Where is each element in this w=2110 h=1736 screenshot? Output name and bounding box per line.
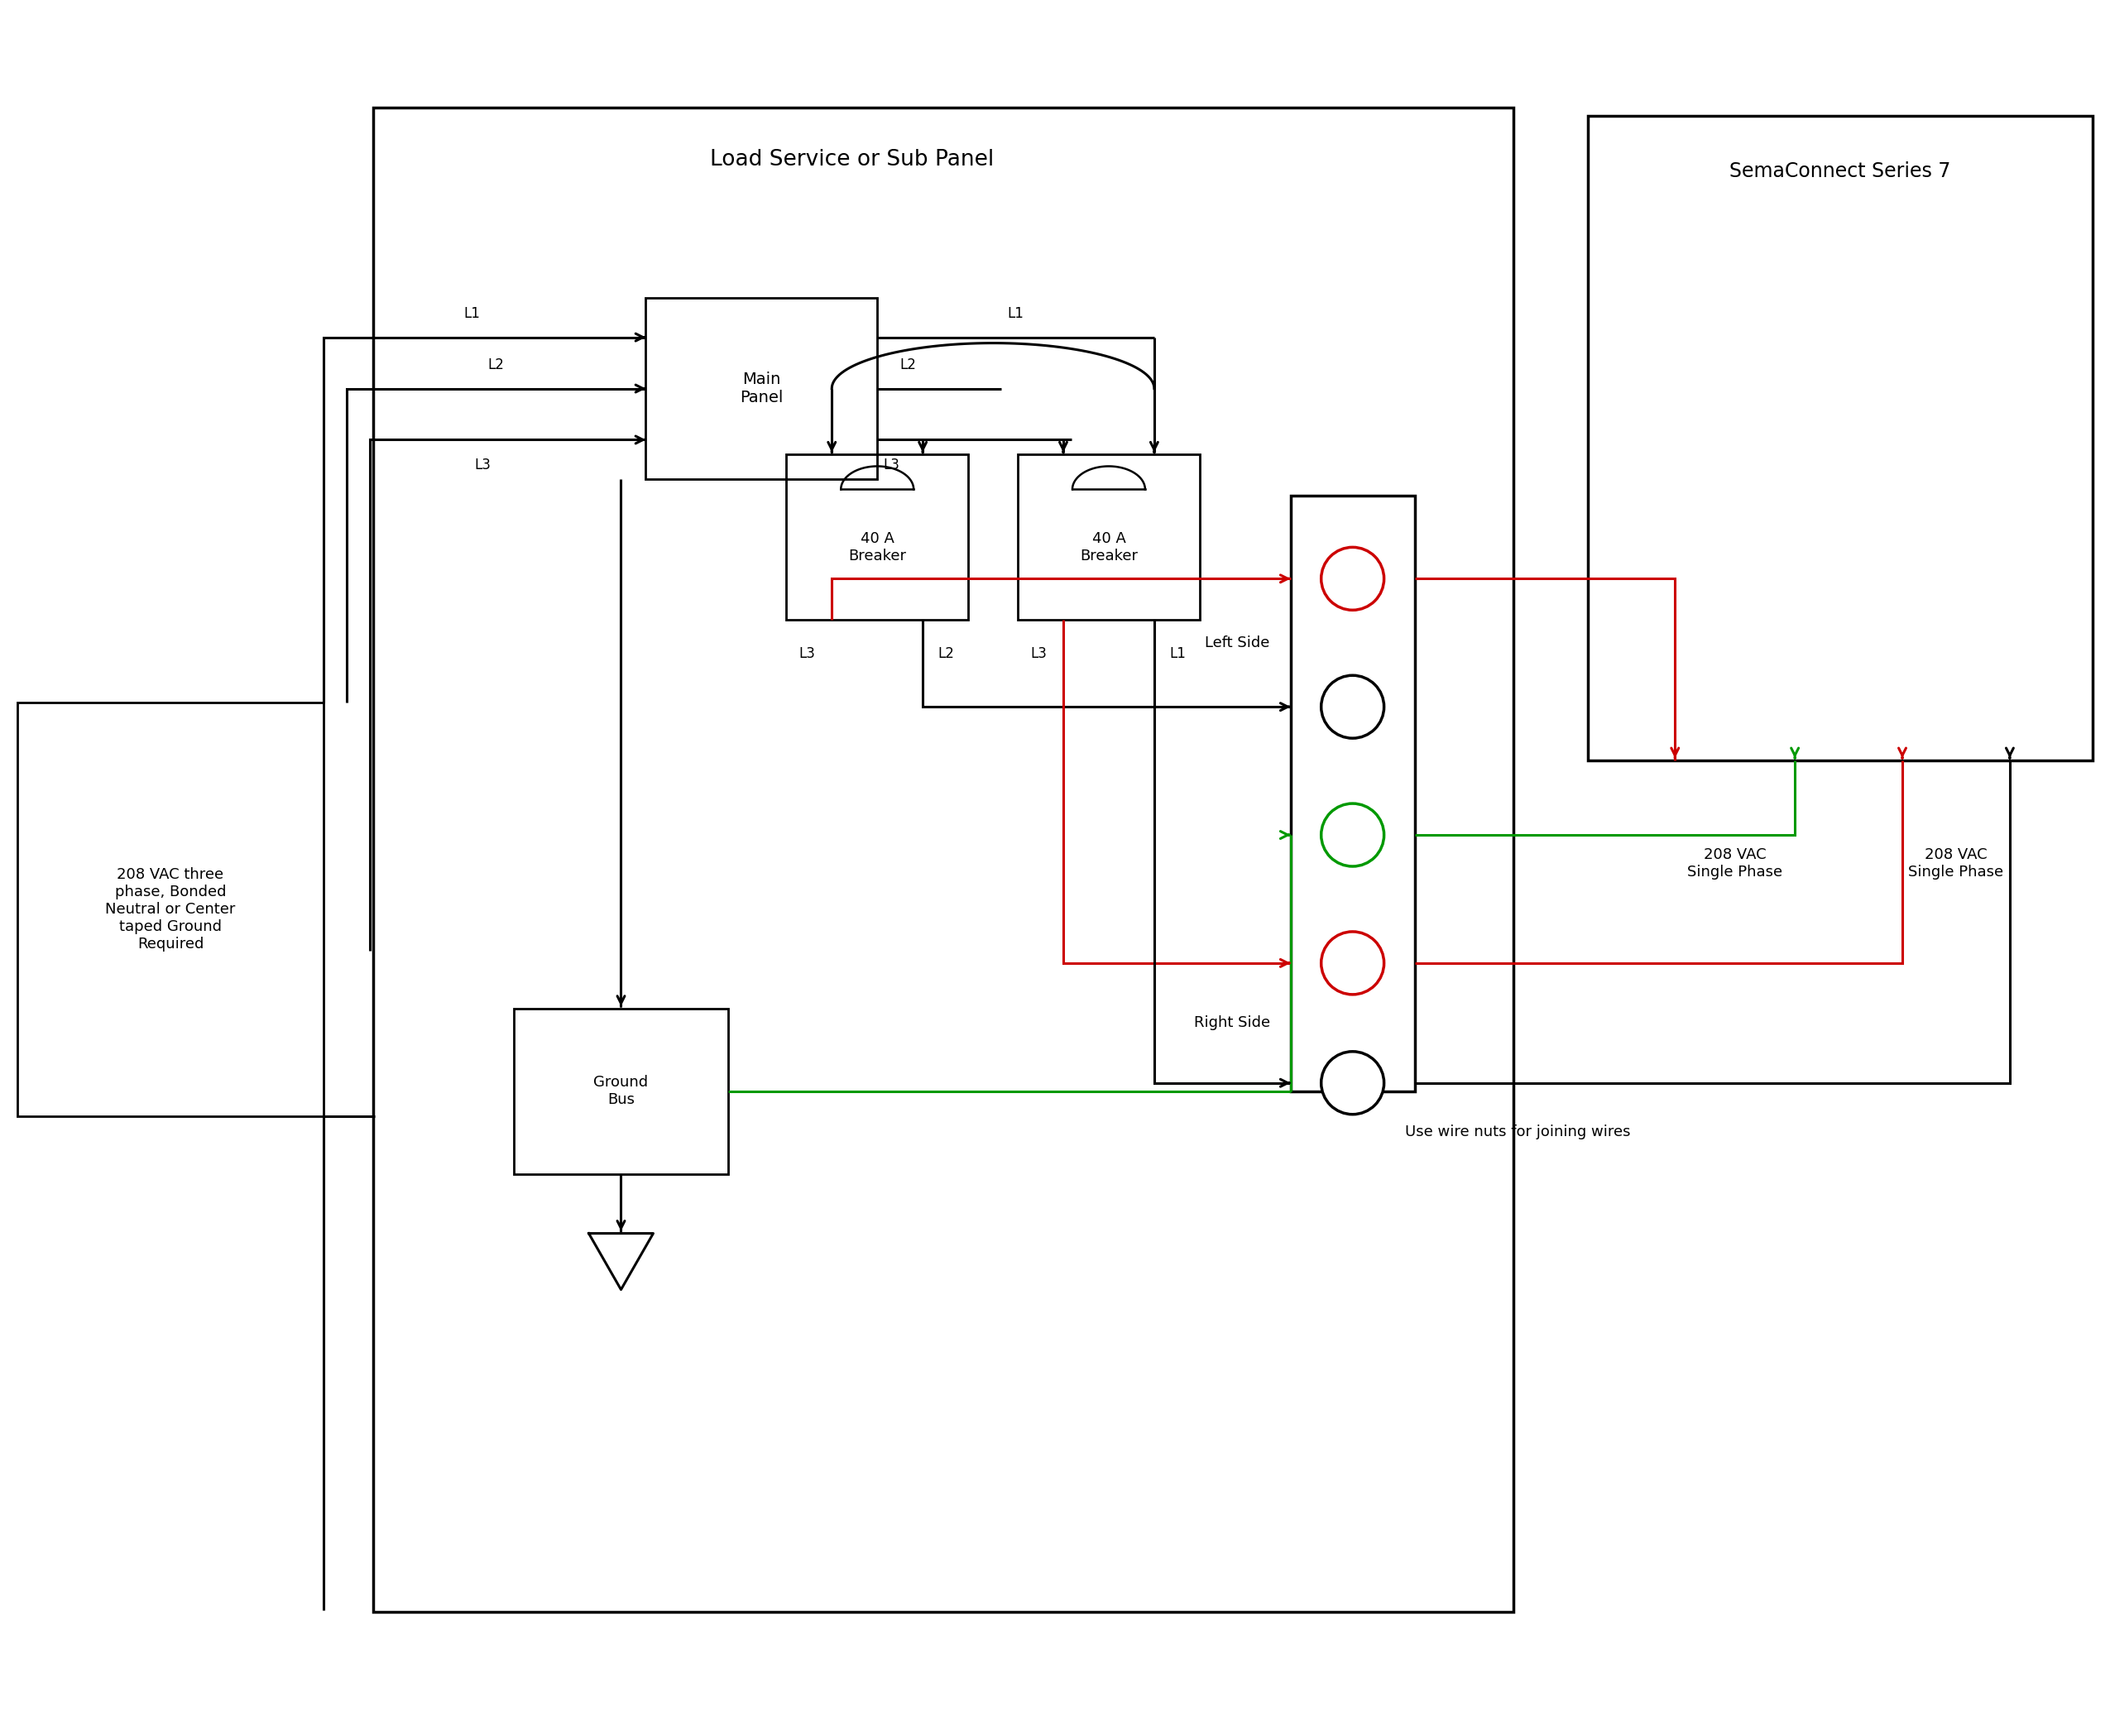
Text: L3: L3 bbox=[1030, 646, 1047, 661]
Text: Load Service or Sub Panel: Load Service or Sub Panel bbox=[711, 149, 994, 170]
Text: 208 VAC
Single Phase: 208 VAC Single Phase bbox=[1688, 847, 1783, 880]
Bar bbox=[787, 455, 968, 620]
Text: L2: L2 bbox=[937, 646, 954, 661]
Text: L2: L2 bbox=[901, 358, 916, 372]
Text: L3: L3 bbox=[800, 646, 814, 661]
Text: L1: L1 bbox=[1006, 306, 1023, 321]
Text: L3: L3 bbox=[884, 458, 901, 472]
Bar bbox=[1589, 116, 2093, 760]
Circle shape bbox=[1321, 804, 1384, 866]
Circle shape bbox=[1321, 932, 1384, 995]
Text: 40 A
Breaker: 40 A Breaker bbox=[1080, 531, 1137, 562]
Circle shape bbox=[1321, 547, 1384, 609]
Text: Left Side: Left Side bbox=[1205, 635, 1270, 651]
Text: L1: L1 bbox=[464, 306, 481, 321]
Bar bbox=[17, 703, 323, 1116]
Text: Right Side: Right Side bbox=[1194, 1016, 1270, 1031]
Bar bbox=[1017, 455, 1201, 620]
Text: L1: L1 bbox=[1169, 646, 1186, 661]
Text: Main
Panel: Main Panel bbox=[741, 372, 783, 406]
Bar bbox=[646, 297, 878, 479]
Text: Use wire nuts for joining wires: Use wire nuts for joining wires bbox=[1405, 1125, 1631, 1139]
Text: 40 A
Breaker: 40 A Breaker bbox=[848, 531, 905, 562]
Bar bbox=[373, 108, 1513, 1613]
Text: L2: L2 bbox=[487, 358, 504, 372]
Bar bbox=[1291, 496, 1414, 1092]
Circle shape bbox=[1321, 1052, 1384, 1115]
Circle shape bbox=[1321, 675, 1384, 738]
Text: SemaConnect Series 7: SemaConnect Series 7 bbox=[1730, 161, 1952, 181]
Bar bbox=[513, 1009, 728, 1174]
Text: 208 VAC three
phase, Bonded
Neutral or Center
taped Ground
Required: 208 VAC three phase, Bonded Neutral or C… bbox=[106, 868, 236, 951]
Text: 208 VAC
Single Phase: 208 VAC Single Phase bbox=[1907, 847, 2004, 880]
Text: L3: L3 bbox=[475, 458, 492, 472]
Text: Ground
Bus: Ground Bus bbox=[593, 1075, 648, 1108]
